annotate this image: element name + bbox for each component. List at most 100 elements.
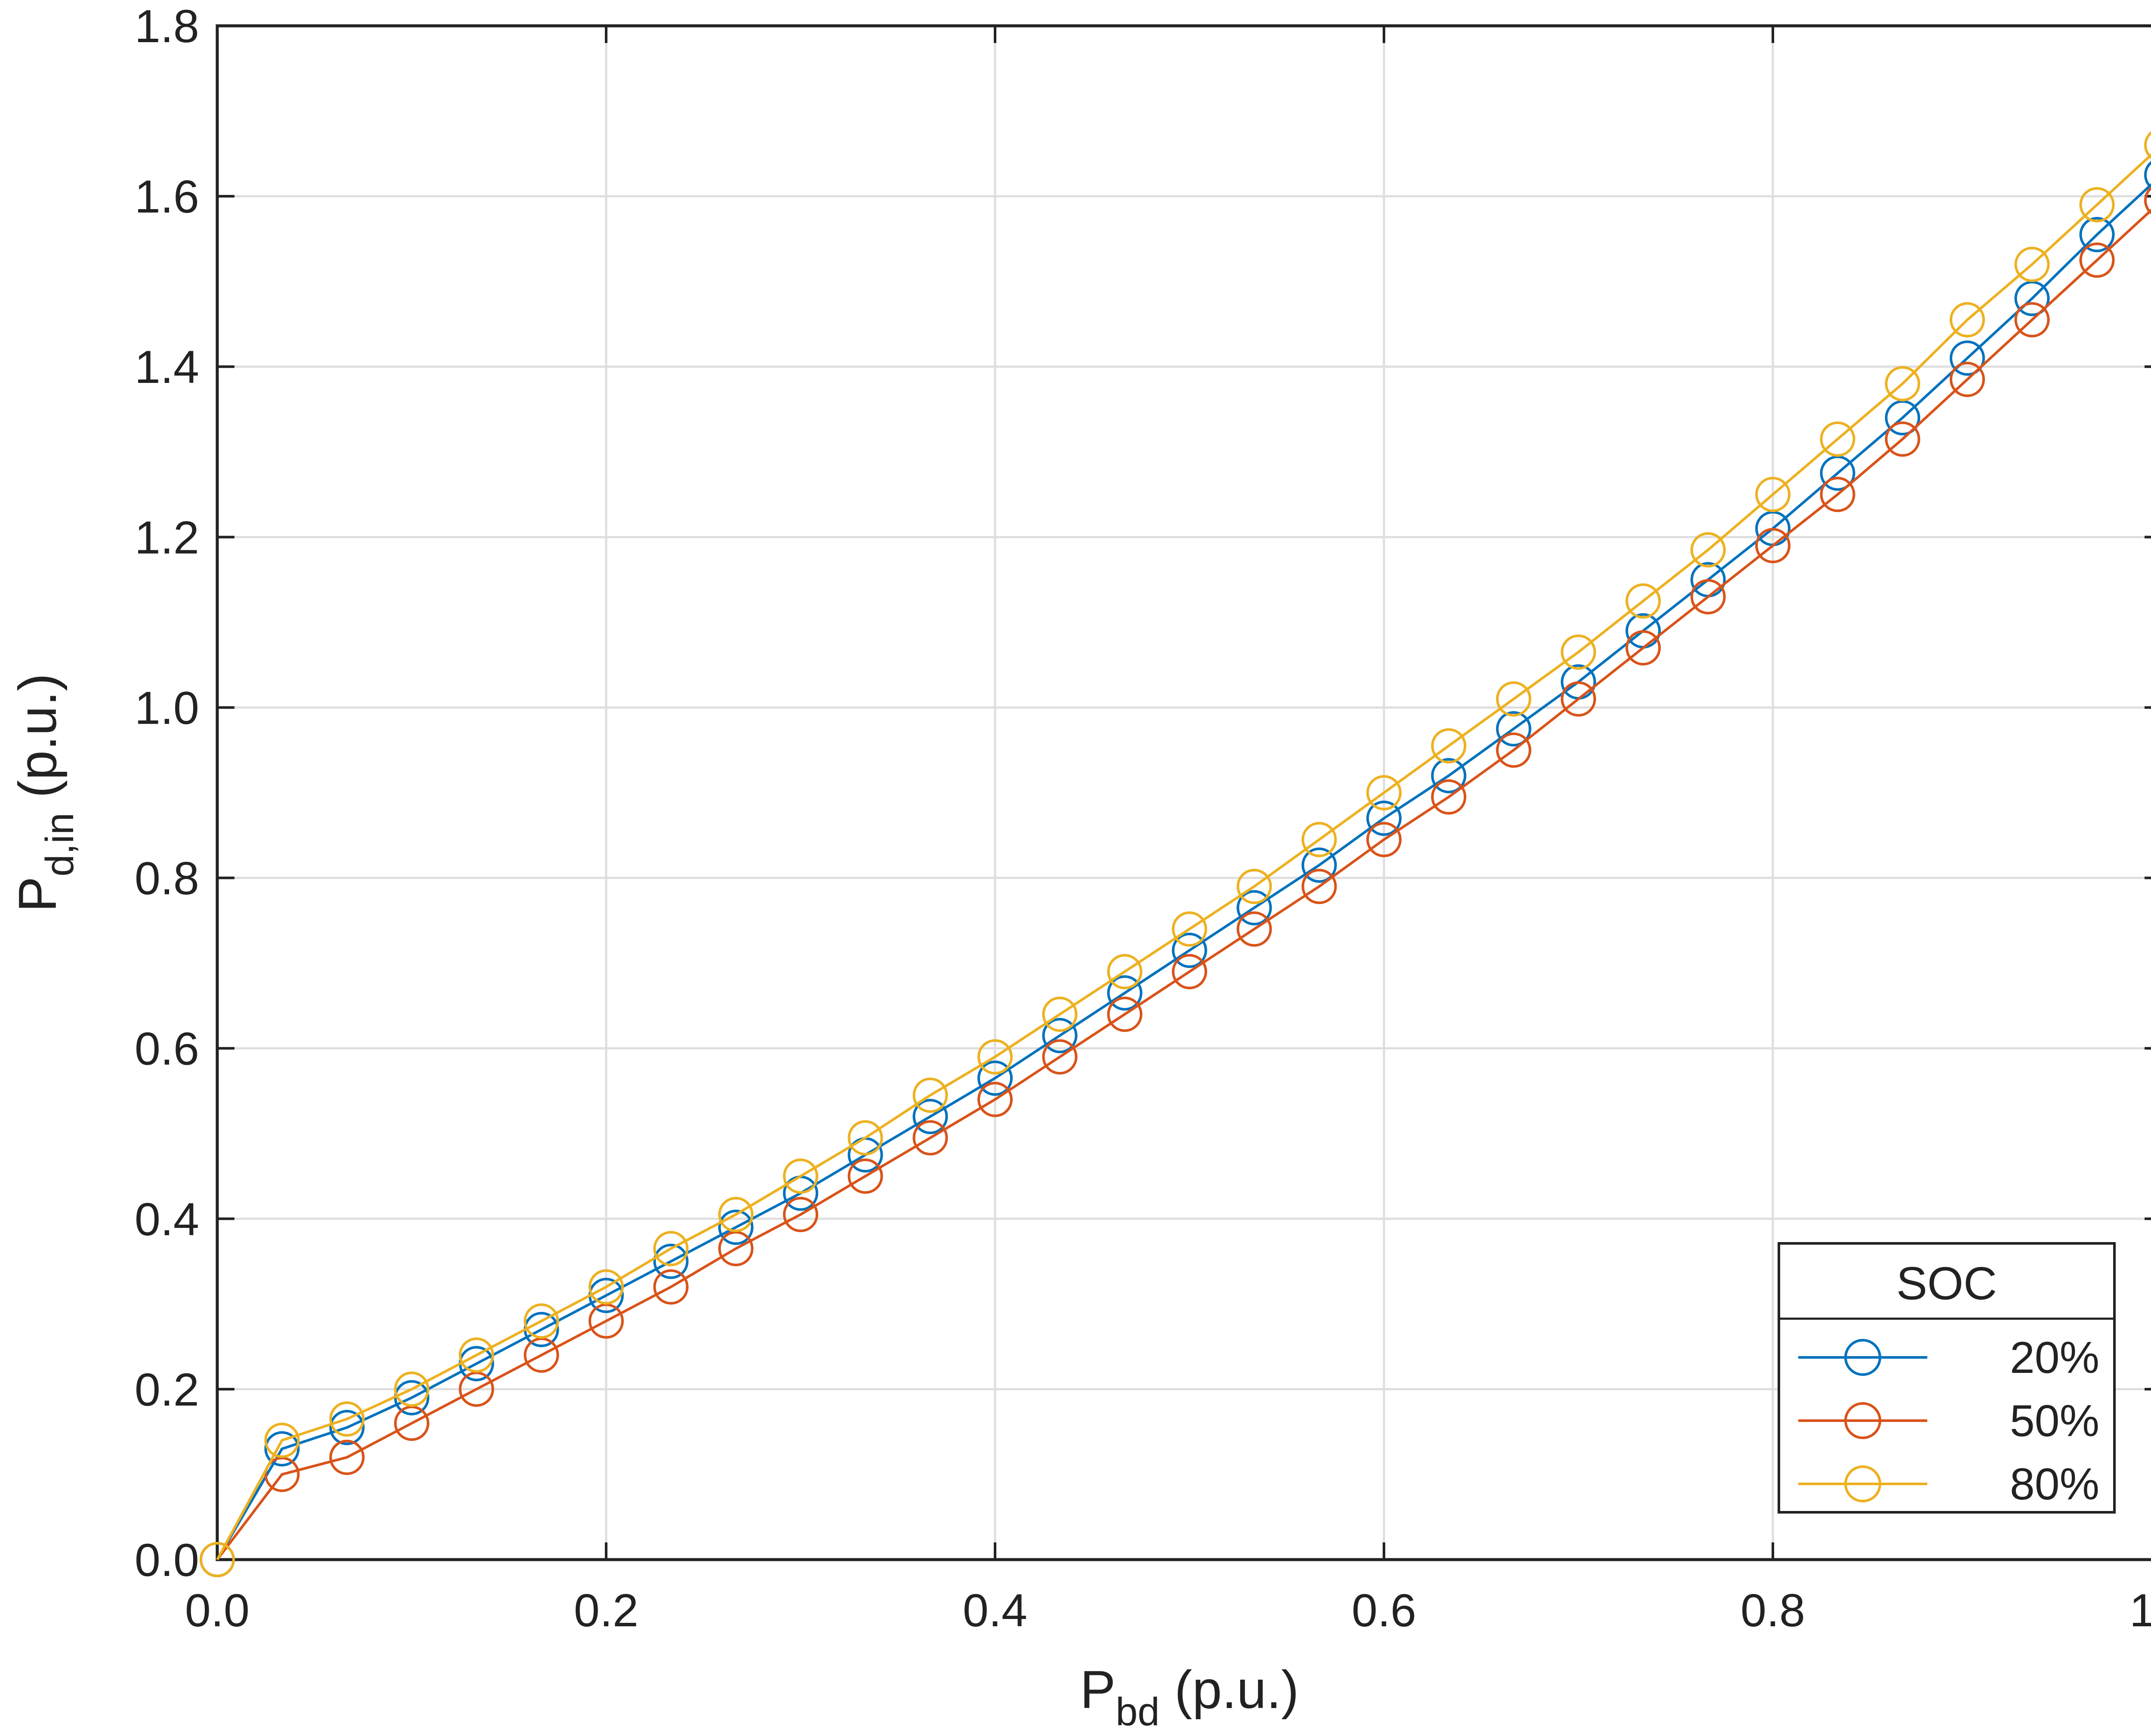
data-point — [1366, 822, 1402, 857]
data-point — [1496, 681, 1532, 717]
series-line — [216, 153, 2151, 1560]
data-point — [1042, 996, 1078, 1032]
data-point — [977, 1082, 1013, 1117]
data-point — [1690, 532, 1726, 568]
data-point — [1301, 869, 1337, 904]
legend-label: 20% — [2010, 1333, 2099, 1383]
data-point — [1366, 800, 1402, 836]
data-point — [1885, 400, 1920, 436]
y-tick-label: 1.8 — [135, 0, 199, 52]
data-point — [1107, 954, 1143, 990]
x-axis-label: Pbd (p.u.) — [1080, 1660, 1299, 1734]
y-axis-label-main: P — [8, 876, 68, 912]
y-axis-label: Pd,in (p.u.) — [8, 673, 82, 912]
data-point — [459, 1371, 494, 1407]
data-point — [2144, 186, 2151, 215]
data-point — [718, 1231, 754, 1267]
y-tick-label: 1.6 — [135, 170, 199, 222]
data-point — [2079, 217, 2115, 253]
legend-marker — [1844, 1465, 1881, 1502]
series-50-pct — [200, 186, 2151, 1577]
data-point — [783, 1158, 818, 1194]
data-point — [718, 1209, 754, 1245]
data-point — [2144, 161, 2151, 189]
data-point — [1042, 1018, 1078, 1053]
data-point — [1172, 954, 1207, 990]
legend-title: SOC — [1896, 1257, 1997, 1309]
data-point — [1820, 421, 1855, 457]
data-point — [1236, 911, 1272, 947]
data-point — [1561, 681, 1596, 717]
data-point — [1820, 455, 1855, 491]
data-point — [1301, 847, 1337, 883]
legend-entry: 50% — [1798, 1396, 2099, 1446]
legend-label: 50% — [2010, 1396, 2099, 1446]
data-point — [1561, 634, 1596, 670]
data-point — [459, 1337, 494, 1373]
data-point — [1236, 890, 1272, 925]
data-point — [783, 1196, 818, 1232]
y-tick-label: 1.2 — [135, 511, 199, 563]
x-tick-label: 0.6 — [1352, 1584, 1416, 1636]
data-point — [1496, 732, 1532, 768]
data-point — [1431, 779, 1467, 815]
series-80-pct — [200, 131, 2151, 1577]
data-point — [1236, 869, 1272, 904]
data-point — [1042, 1039, 1078, 1075]
y-tick-label: 0.2 — [135, 1363, 199, 1415]
data-point — [977, 1039, 1013, 1075]
data-point — [1950, 361, 1985, 397]
data-point — [264, 1422, 300, 1458]
data-point — [653, 1243, 689, 1279]
legend: SOC 20% 50% 80% — [1778, 1242, 2116, 1514]
data-point — [1625, 630, 1661, 666]
data-point — [1885, 366, 1920, 401]
x-tick-label: 0.2 — [574, 1584, 638, 1636]
x-axis-label-main: P — [1080, 1660, 1116, 1720]
legend-box — [1778, 1242, 2116, 1514]
x-tick-label: 0.8 — [1741, 1584, 1805, 1636]
legend-label: 80% — [2010, 1459, 2099, 1509]
data-point — [200, 1542, 235, 1577]
data-point — [329, 1401, 365, 1437]
data-point — [718, 1196, 754, 1232]
data-point — [1820, 477, 1855, 512]
data-point — [977, 1060, 1013, 1096]
data-point — [1107, 975, 1143, 1011]
y-tick-label: 0.8 — [135, 852, 199, 904]
data-point — [524, 1337, 559, 1373]
data-point — [1755, 528, 1790, 564]
y-axis-label-suffix: (p.u.) — [8, 673, 68, 813]
x-tick-label: 1.0 — [2129, 1584, 2151, 1636]
y-tick-label: 1.0 — [135, 681, 199, 734]
data-point — [1690, 579, 1726, 614]
y-axis-label-sub: d,in — [38, 813, 82, 876]
data-point — [394, 1371, 429, 1407]
series-20-pct — [200, 161, 2151, 1577]
legend-entries: 20% 50% 80% — [1798, 1333, 2099, 1509]
data-point — [847, 1120, 883, 1156]
y-tick-label: 0.6 — [135, 1023, 199, 1075]
x-axis-label-suffix: (p.u.) — [1160, 1660, 1299, 1720]
data-point — [1431, 728, 1467, 764]
data-point — [589, 1269, 624, 1305]
data-point — [2014, 302, 2050, 338]
data-point — [394, 1406, 429, 1441]
data-point — [653, 1269, 689, 1305]
data-point — [1107, 996, 1143, 1032]
x-tick-label: 0.4 — [963, 1584, 1027, 1636]
y-tick-label: 0.0 — [135, 1534, 199, 1586]
series-group — [200, 131, 2151, 1577]
data-point — [329, 1410, 365, 1446]
data-point — [1431, 758, 1467, 793]
x-axis-label-sub: bd — [1116, 1690, 1159, 1734]
data-point — [2014, 281, 2050, 316]
data-point — [912, 1099, 948, 1135]
data-point — [589, 1303, 624, 1339]
plot-frame — [216, 24, 2151, 1561]
data-point — [329, 1440, 365, 1475]
data-point — [2144, 131, 2151, 159]
data-point — [2079, 187, 2115, 222]
data-point — [912, 1120, 948, 1156]
